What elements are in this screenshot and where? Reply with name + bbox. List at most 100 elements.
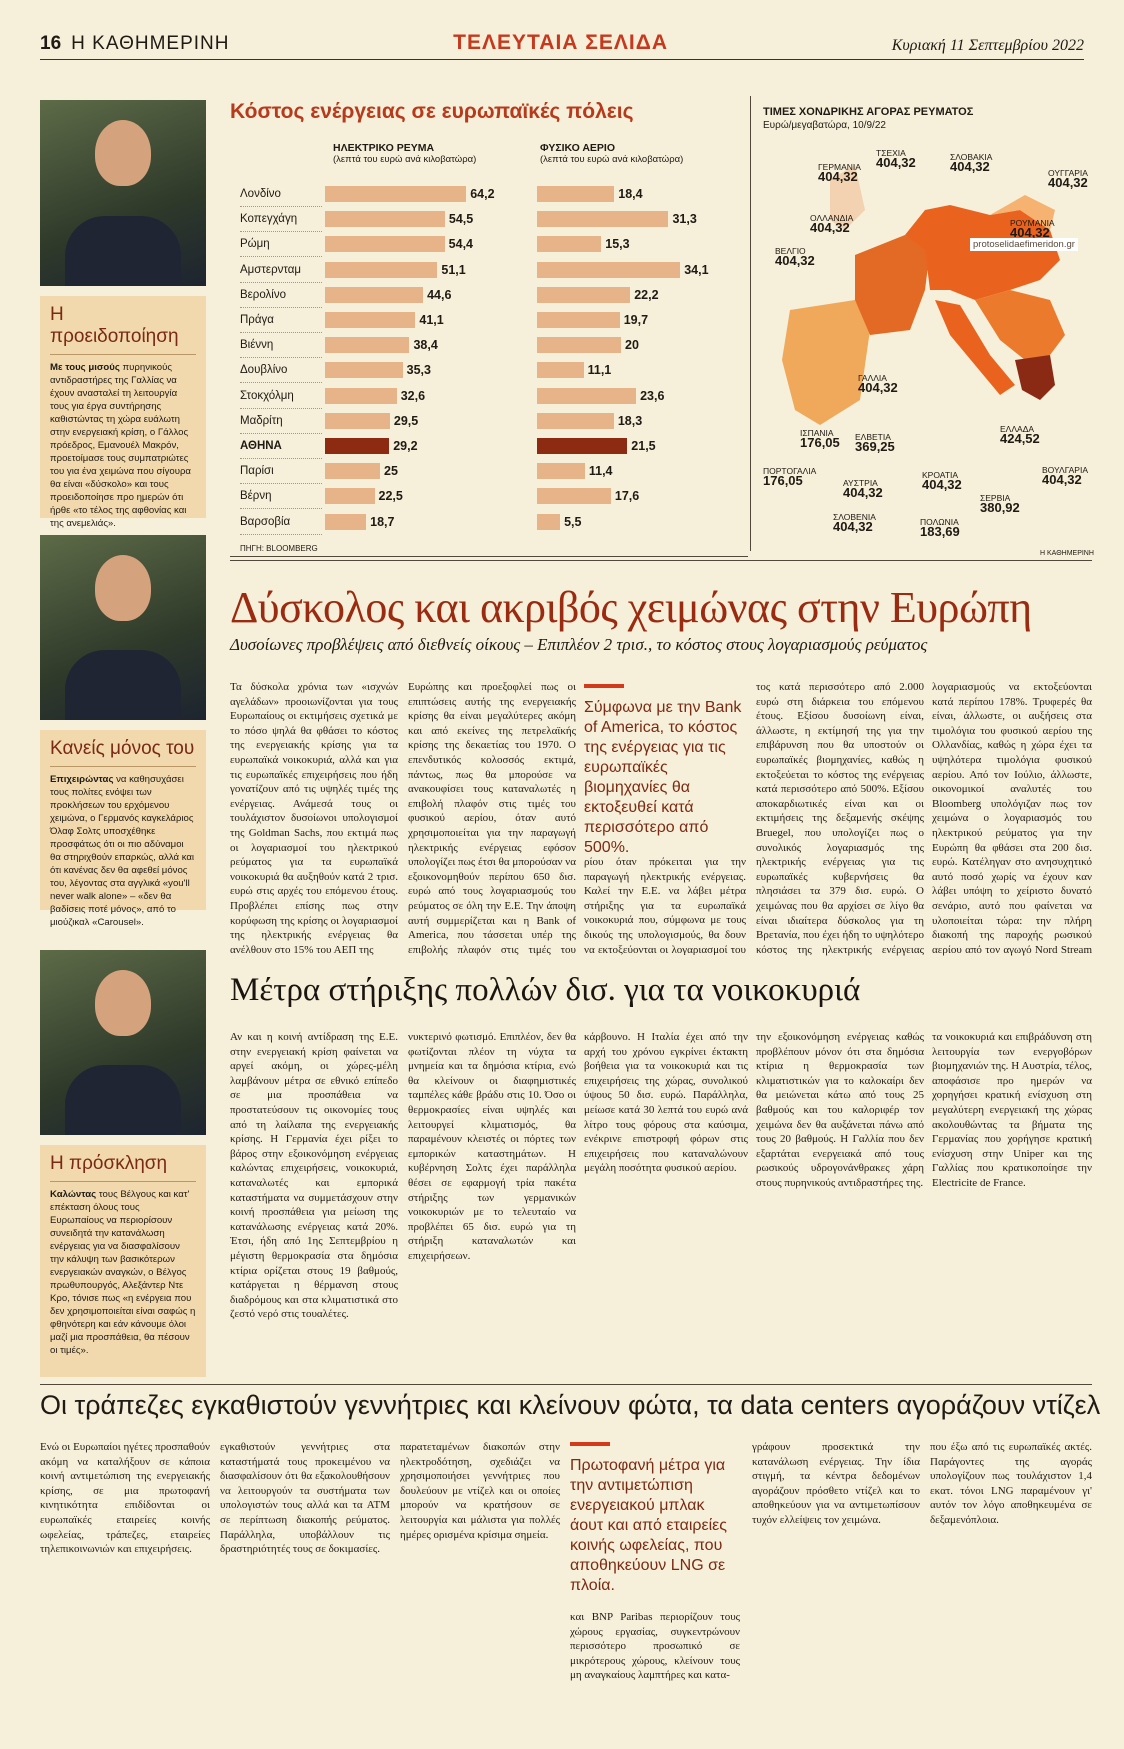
sidebar-lead: Επιχειρώντας [50, 774, 114, 785]
electricity-bar [325, 312, 416, 328]
city-label: Δουβλίνο [240, 358, 322, 384]
sidebar-lead: Με τους μισούς [50, 362, 120, 373]
sidebar-box-title: Η προειδοποίηση [50, 304, 196, 355]
article1-subhead: Δυσοίωνες προβλέψεις από διεθνείς οίκους… [230, 635, 928, 654]
article3-col3b: και BNP Paribas περιορίζουν τους χώρους … [570, 1611, 740, 1682]
gas-bar [537, 211, 669, 228]
map-italy [935, 300, 1015, 395]
chart-title: Κόστος ενέργειας σε ευρωπαϊκές πόλεις [230, 100, 634, 123]
paper-name: Η ΚΑΘΗΜΕΡΙΝΗ [71, 33, 230, 54]
electricity-bar [325, 513, 367, 530]
article3-col4: γράφουν προσεκτικά την κατανάλωση ενέργε… [752, 1441, 920, 1526]
electricity-bar [325, 286, 424, 303]
scholz-photo [40, 535, 206, 720]
country-name: ΣΕΡΒΙΑ [980, 493, 1011, 503]
country-name: ΣΛΟΒΑΚΙΑ [950, 152, 993, 162]
chart-rule [230, 556, 748, 557]
map-divider [750, 96, 751, 551]
macron-photo [40, 100, 206, 286]
gas-bar [537, 312, 620, 328]
map-country-label: ΑΥΣΤΡΙΑ 404,32 [843, 478, 883, 500]
electricity-value: 25 [384, 464, 398, 479]
country-name: ΡΟΥΜΑΝΙΑ [1010, 218, 1055, 228]
city-label: Λονδίνο [240, 182, 322, 207]
map-country-label: ΓΕΡΜΑΝΙΑ 404,32 [818, 162, 861, 184]
electricity-value: 51,1 [441, 262, 466, 277]
electricity-bar [325, 211, 445, 228]
city-label: Πράγα [240, 308, 322, 333]
gas-header: ΦΥΣΙΚΟ ΑΕΡΙΟ (λεπτά του ευρώ ανά κιλοβατώ… [540, 142, 683, 166]
city-label: Βέρνη [240, 484, 322, 510]
gas-value: 22,2 [634, 287, 659, 302]
pullquote-accent [570, 1442, 610, 1446]
electricity-bar [325, 236, 445, 253]
gas-bar [537, 261, 681, 278]
gas-value: 15,3 [605, 237, 630, 252]
gas-series-name: ΦΥΣΙΚΟ ΑΕΡΙΟ [540, 142, 616, 154]
electricity-value: 22,5 [378, 489, 403, 504]
map-france [855, 235, 930, 335]
country-price: 404,32 [833, 519, 873, 534]
sidebar-text: να καθησυχάσει τους πολίτες ενόψει των π… [50, 774, 195, 928]
country-price: 404,32 [843, 485, 883, 500]
article1-pullquote: Σύμφωνα με την Bank of America, το κόστο… [584, 684, 746, 858]
map-country-label: ΣΕΡΒΙΑ 380,92 [980, 493, 1020, 514]
country-name: ΚΡΟΑΤΙΑ [922, 470, 959, 480]
electricity-bar [325, 387, 397, 404]
article2-headline: Μέτρα στήριξης πολλών δισ. για τα νοικοκ… [230, 972, 861, 1008]
issue-date: Κυριακή 11 Σεπτεμβρίου 2022 [891, 37, 1084, 54]
country-price: 183,69 [920, 524, 960, 539]
gas-value: 34,1 [684, 262, 709, 277]
sidebar-text: τους Βέλγους και κατ' επέκταση όλους του… [50, 1189, 196, 1356]
map-country-label: ΣΛΟΒΑΚΙΑ 404,32 [950, 152, 993, 173]
gas-value: 31,3 [672, 212, 697, 227]
country-name: ΣΛΟΒΕΝΙΑ [833, 512, 876, 522]
electricity-value: 38,4 [413, 338, 438, 353]
country-name: ΒΟΥΛΓΑΡΙΑ [1042, 465, 1088, 475]
article1-col1: Τα δύσκολα χρόνια των «ισχνών αγελάδων» … [230, 681, 398, 956]
article3-rule [40, 1384, 1092, 1385]
map-balkans [975, 290, 1065, 360]
article3-col2: εγκαθιστούν γεννήτριες στα καταστήματά τ… [220, 1441, 390, 1556]
electricity-value: 29,2 [393, 439, 418, 453]
article2-col3: κάρβουνο. Η Ιταλία έχει από την αρχή του… [584, 1031, 748, 1175]
article1-col2: Ευρώπης και προεξοφλεί πως οι επιπτώσεις… [408, 681, 576, 956]
gas-value: 20 [625, 338, 639, 353]
article2-col1: Αν και η κοινή αντίδραση της Ε.Ε. στην ε… [230, 1031, 398, 1321]
city-label: Ρώμη [240, 232, 322, 258]
map-country-label: ΚΡΟΑΤΙΑ 404,32 [922, 470, 962, 492]
electricity-value: 29,5 [393, 413, 419, 428]
city-label: Βερολίνο [240, 283, 322, 308]
sidebar-lead: Καλώντας [50, 1189, 97, 1200]
map-title: ΤΙΜΕΣ ΧΟΝΔΡΙΚΗΣ ΑΓΟΡΑΣ ΡΕΥΜΑΤΟΣ [763, 106, 974, 118]
gas-bar [537, 286, 631, 303]
sidebar-box-alone: Κανείς μόνος του Επιχειρώντας να καθησυχ… [40, 730, 206, 928]
electricity-value: 54,4 [448, 237, 474, 252]
page-number: 16 [40, 33, 62, 54]
map-country-label: ΕΛΒΕΤΙΑ 369,25 [855, 432, 895, 453]
sidebar-box-invitation: Η πρόσκληση Καλώντας τους Βέλγους και κα… [40, 1145, 206, 1377]
gas-bar [537, 337, 621, 354]
map-country-label: ΓΑΛΛΙΑ 404,32 [858, 373, 898, 394]
country-price: 424,52 [1000, 431, 1040, 446]
map-poland [990, 195, 1055, 230]
article3-headline: Οι τράπεζες εγκαθιστούν γεννήτριες και κ… [40, 1390, 1101, 1420]
map-country-label: ΠΟΡΤΟΓΑΛΙΑ 176,05 [763, 466, 816, 487]
gas-bar [537, 186, 615, 202]
gas-bar [537, 387, 637, 404]
section-rule [230, 560, 1092, 561]
city-label: Παρίσι [240, 459, 322, 485]
sidebar-text: πυρηνικούς αντιδραστήρες της Γαλλίας να … [50, 362, 191, 529]
article1-col5: λογαριασμούς να εκτοξεύονται κατά περίπο… [932, 681, 1092, 956]
electricity-value: 54,5 [448, 212, 474, 227]
country-price: 404,32 [818, 169, 858, 184]
article3-col5: που έξω από τις ευρωπαϊκές ακτές. Παράγο… [930, 1441, 1092, 1526]
electricity-bar [325, 261, 438, 278]
gas-bar [537, 513, 561, 530]
country-price: 404,32 [922, 477, 962, 492]
city-label: Μαδρίτη [240, 409, 322, 434]
country-name: ΠΟΛΩΝΙΑ [920, 517, 959, 527]
country-name: ΒΕΛΓΙΟ [775, 246, 806, 256]
map-country-label: ΒΟΥΛΓΑΡΙΑ 404,32 [1042, 465, 1088, 486]
article3-pullquote: Πρωτοφανή μέτρα για την αντιμετώπιση ενε… [570, 1442, 740, 1596]
